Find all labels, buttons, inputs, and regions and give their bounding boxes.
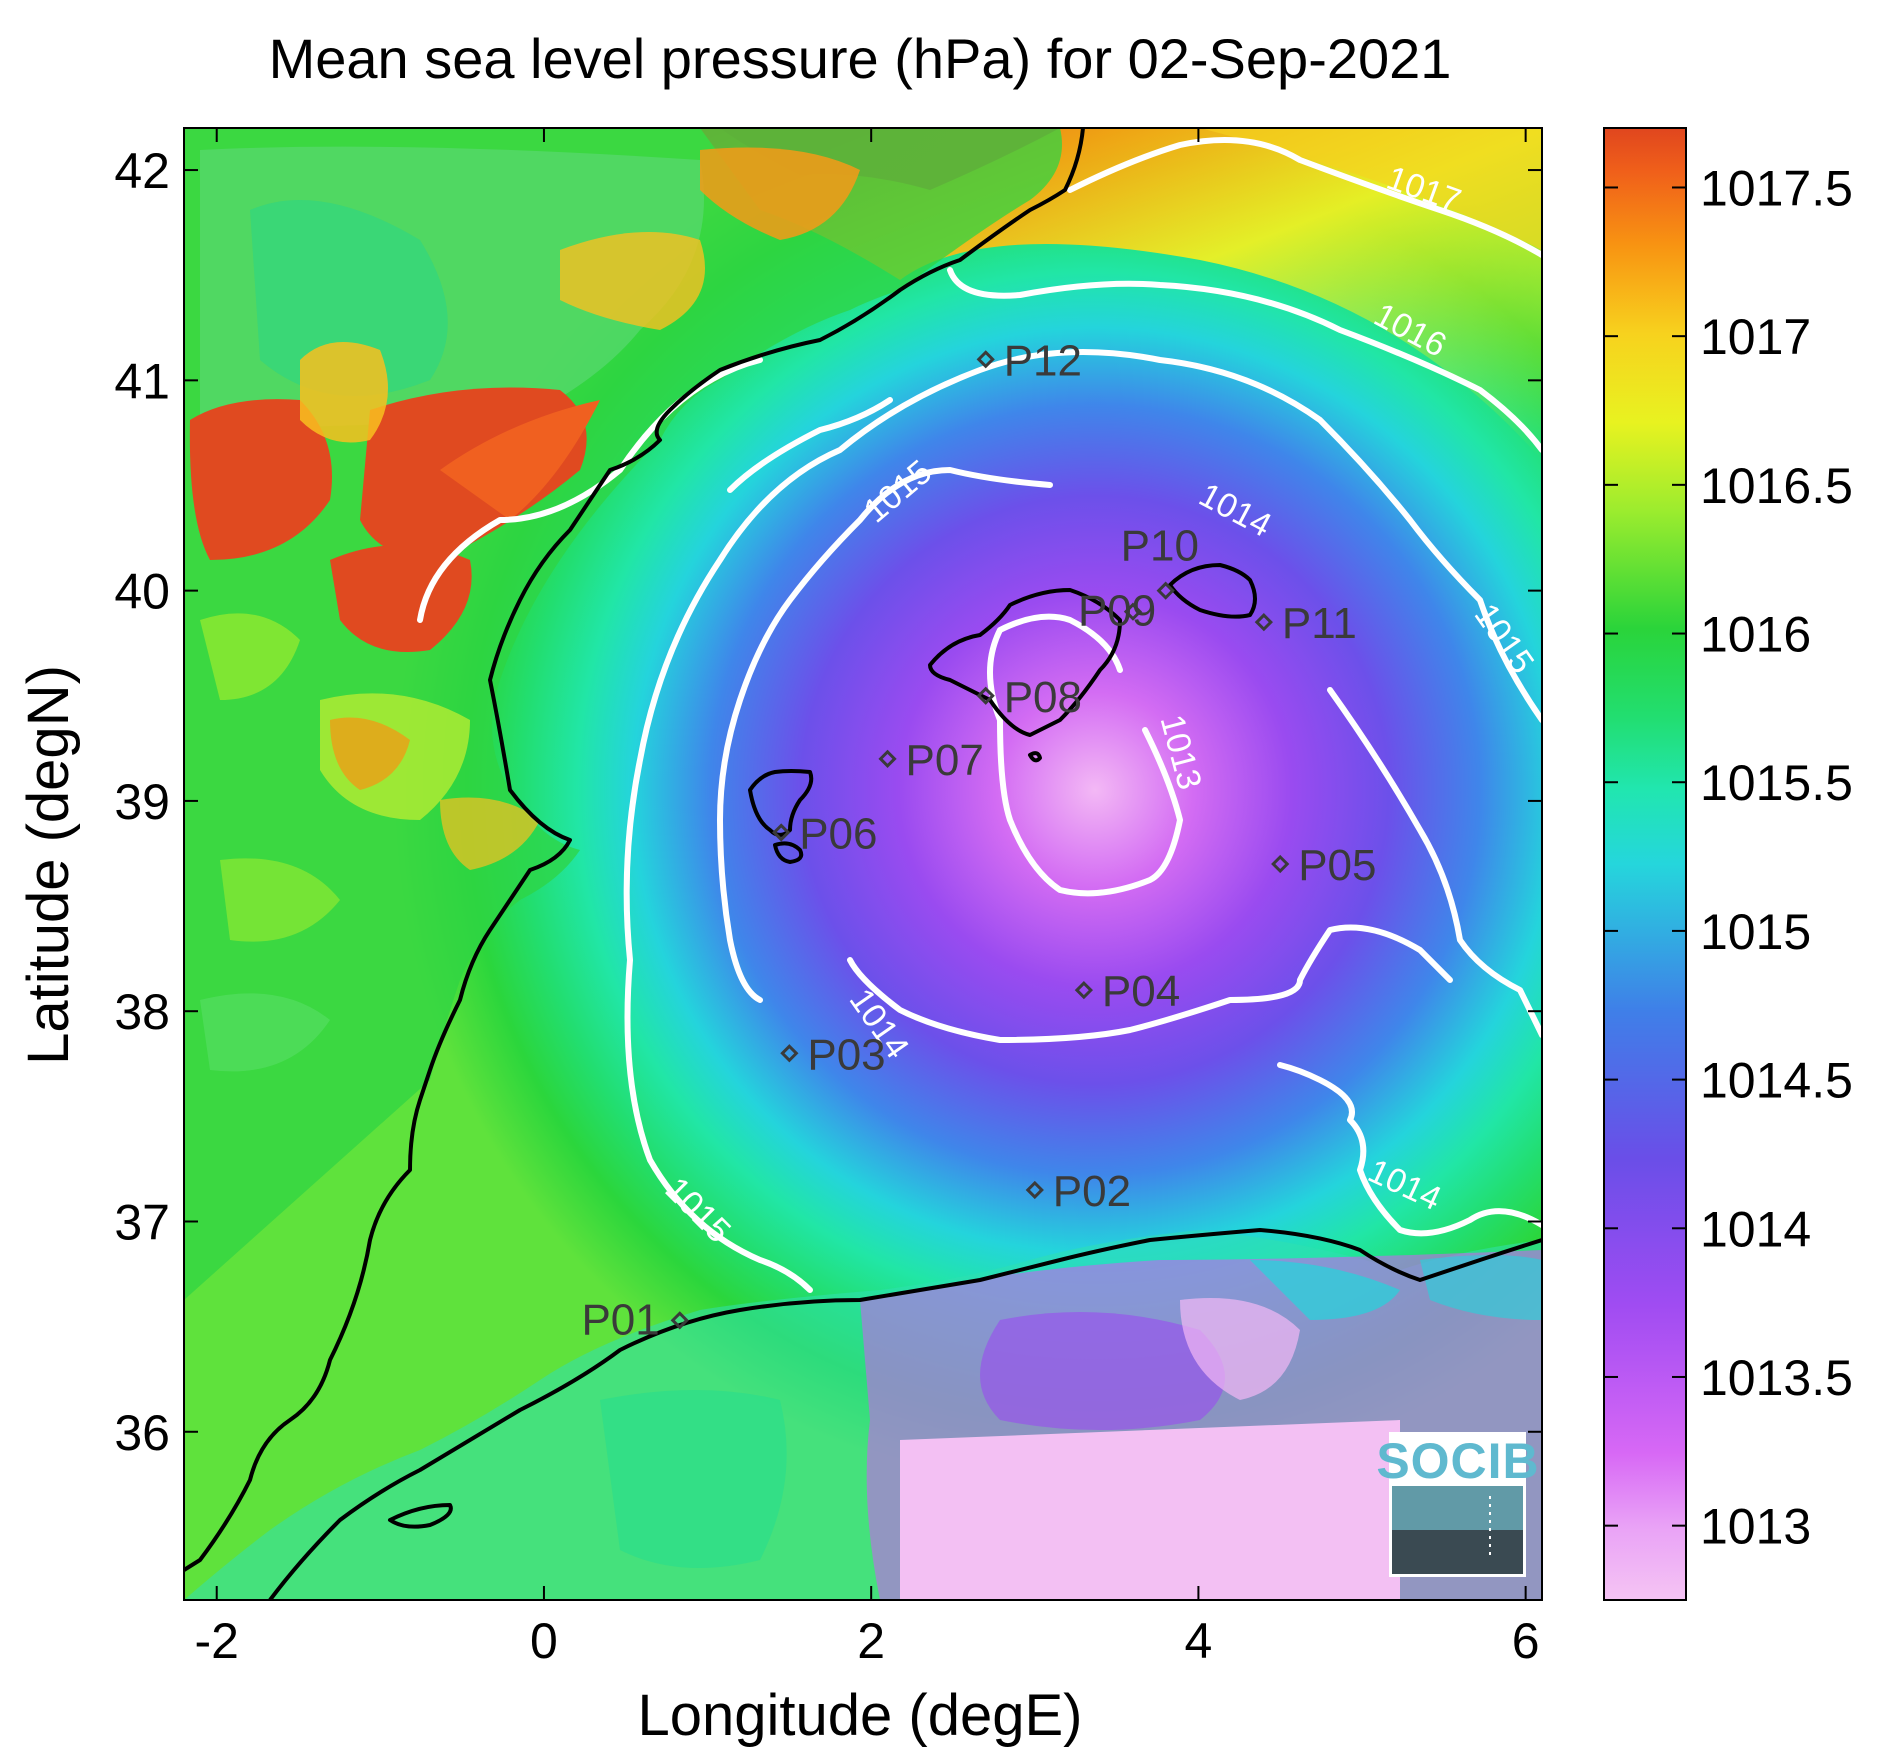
station-label: P03 <box>807 1030 885 1079</box>
socib-logo: SOCIB <box>1376 1432 1539 1577</box>
pressure-contours <box>417 137 1542 1293</box>
colorbar-tick-label: 1015 <box>1700 904 1811 960</box>
station-marker-icon <box>772 823 791 842</box>
station-p09: P09 <box>1078 587 1156 636</box>
y-tick-label: 39 <box>114 774 170 830</box>
colorbar-tick-label: 1017.5 <box>1700 160 1853 216</box>
station-markers: P01 P02 P03 P04 P05 P06 P07 P08 P09 P10 P11 P12 <box>581 336 1376 1344</box>
coastline-menorca <box>1168 563 1257 619</box>
station-label: P07 <box>906 736 984 785</box>
x-axis-ticks: -2 0 2 4 6 <box>194 128 1540 1669</box>
station-label: P11 <box>1282 599 1357 648</box>
station-p04: P04 <box>1074 967 1180 1016</box>
colorbar-gradient <box>1603 127 1687 1601</box>
station-marker-icon <box>1123 602 1143 621</box>
station-label: P04 <box>1102 967 1180 1016</box>
colorbar-tick-label: 1017 <box>1700 309 1811 365</box>
y-tick-label: 37 <box>114 1194 170 1250</box>
y-tick-label: 38 <box>114 984 170 1040</box>
station-label: P01 <box>581 1295 659 1344</box>
station-label: P02 <box>1053 1167 1131 1216</box>
station-label: P06 <box>799 809 877 858</box>
socib-logo-text: SOCIB <box>1376 1433 1539 1489</box>
colorbar: 1013 1013.5 1014 1014.5 1015 1015.5 1016 1016.5… <box>1603 127 1853 1601</box>
station-marker-icon <box>1156 581 1175 600</box>
station-label: P12 <box>1004 336 1082 385</box>
colorbar-tick-label: 1013.5 <box>1700 1350 1853 1406</box>
station-marker-icon <box>670 1311 689 1330</box>
colorbar-tick-label: 1014.5 <box>1700 1053 1853 1109</box>
station-p05: P05 <box>1271 841 1377 890</box>
station-marker-icon <box>1025 1180 1044 1200</box>
station-p08: P08 <box>976 673 1082 722</box>
coastline-iberia <box>184 128 1085 1572</box>
contour-1014 <box>717 467 1542 1237</box>
x-tick-label: 0 <box>530 1613 558 1669</box>
contour-1017 <box>1067 137 1542 258</box>
y-tick-label: 40 <box>114 564 170 620</box>
station-marker-icon <box>780 1044 799 1063</box>
station-p07: P07 <box>878 736 984 785</box>
colorbar-ticks: 1013 1013.5 1014 1014.5 1015 1015.5 1016 1016.5… <box>1604 160 1853 1555</box>
station-label: P05 <box>1298 841 1376 890</box>
coastline-africa <box>268 1228 1542 1600</box>
station-label: P10 <box>1121 522 1199 571</box>
map-area: 1017 1016 1015 1015 1015 1014 1014 1014 … <box>184 128 1542 1600</box>
station-p03: P03 <box>780 1030 886 1079</box>
station-marker-icon <box>976 350 995 369</box>
x-axis-label: Longitude (degE) <box>638 1683 1083 1748</box>
station-p11: P11 <box>1254 599 1357 648</box>
coastline-cabrera <box>1028 751 1042 763</box>
contour-1016 <box>727 267 1542 493</box>
x-tick-label: 4 <box>1185 1613 1213 1669</box>
station-marker-icon <box>1254 613 1273 632</box>
x-tick-label: 6 <box>1512 1613 1540 1669</box>
station-marker-icon <box>1271 854 1290 874</box>
coastline-formentera <box>773 841 804 864</box>
colorbar-tick-label: 1016 <box>1700 607 1811 663</box>
map-axes-box <box>183 127 1543 1601</box>
y-tick-label: 36 <box>114 1405 170 1461</box>
station-p01: P01 <box>581 1295 689 1344</box>
y-axis-label: Latitude (degN) <box>16 665 81 1065</box>
coastlines <box>184 128 1542 1600</box>
coastline-alboran <box>388 1503 453 1529</box>
contour-1013 <box>987 613 1183 897</box>
station-label: P08 <box>1004 673 1082 722</box>
station-p06: P06 <box>772 809 877 858</box>
chart-title: Mean sea level pressure (hPa) for 02-Sep… <box>269 27 1452 90</box>
y-tick-label: 42 <box>114 143 170 199</box>
station-p12: P12 <box>976 336 1082 385</box>
station-marker-icon <box>878 749 897 768</box>
station-label: P09 <box>1078 587 1156 636</box>
station-marker-icon <box>976 686 995 705</box>
colorbar-tick-label: 1015.5 <box>1700 755 1853 811</box>
y-axis-ticks: 36 37 38 39 40 41 42 <box>114 143 1542 1461</box>
x-tick-label: -2 <box>194 1613 238 1669</box>
colorbar-tick-label: 1014 <box>1700 1201 1811 1257</box>
station-p02: P02 <box>1025 1167 1131 1216</box>
station-marker-icon <box>1074 981 1094 1000</box>
colorbar-tick-label: 1013 <box>1700 1499 1811 1555</box>
station-p10: P10 <box>1121 522 1199 600</box>
colorbar-tick-label: 1016.5 <box>1700 458 1853 514</box>
x-tick-label: 2 <box>857 1613 885 1669</box>
coastline-ibiza <box>748 769 814 837</box>
y-tick-label: 41 <box>114 353 170 409</box>
